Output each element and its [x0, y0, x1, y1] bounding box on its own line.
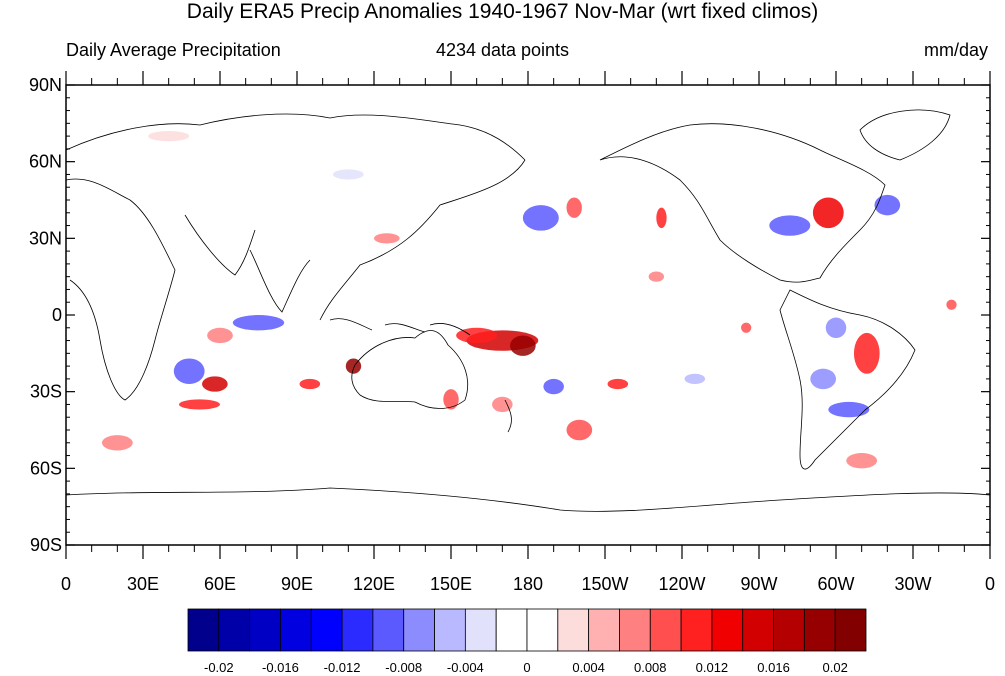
lon-tick-label: 0 [61, 574, 71, 594]
colorbar-label: -0.004 [447, 660, 484, 675]
anomaly-region [207, 327, 233, 344]
colorbar-label: 0.016 [757, 660, 790, 675]
colorbar-box [280, 608, 312, 652]
anomaly-region [522, 205, 559, 231]
lon-tick-label: 180 [513, 574, 543, 594]
data-points-label: 4234 data points [435, 40, 570, 60]
colorbar-box [773, 608, 805, 652]
anomaly-region [332, 169, 364, 180]
colorbar-label: -0.008 [385, 660, 422, 675]
anomaly-region [946, 299, 957, 310]
lat-tick-label: 60N [29, 152, 62, 172]
colorbar-box [464, 608, 497, 652]
axis-labels: 90N 60N 30N 0 30S 60S 90S 0 30E 60E 90E 120E 150E 180… [29, 75, 995, 594]
lon-tick-label: 60E [204, 574, 236, 594]
anomaly-region [202, 376, 228, 392]
colorbar-label: 0 [523, 660, 530, 675]
colorbar-box [495, 608, 528, 652]
colorbar: -0.02 -0.016 -0.012 -0.008 -0.004 0 0.004 0.008… [187, 608, 867, 675]
lat-tick-label: 60S [30, 458, 62, 478]
colorbar-label: -0.012 [324, 660, 361, 675]
lon-tick-label: 120W [658, 574, 705, 594]
colorbar-label: 0.012 [696, 660, 729, 675]
anomaly-region [443, 389, 459, 410]
colorbar-box [619, 608, 651, 652]
anomaly-region [566, 419, 593, 441]
colorbar-box [588, 608, 620, 652]
anomaly-region [810, 368, 837, 390]
anomaly-region [374, 233, 400, 244]
colorbar-label: -0.016 [262, 660, 299, 675]
anomaly-region [874, 194, 901, 216]
lon-tick-label: 30E [127, 574, 159, 594]
anomaly-region [812, 197, 844, 229]
anomaly-region [656, 207, 667, 229]
colorbar-label: 0.004 [572, 660, 605, 675]
lon-tick-label: 90E [281, 574, 313, 594]
anomaly-region [492, 396, 513, 413]
colorbar-box [310, 608, 343, 652]
colorbar-box [341, 608, 374, 652]
lon-tick-label: 120E [353, 574, 395, 594]
colorbar-box [834, 608, 867, 652]
anomaly-region [741, 322, 752, 333]
lon-tick-label: 0 [985, 574, 995, 594]
lon-tick-label: 150W [581, 574, 628, 594]
anomaly-region [178, 399, 220, 410]
anomaly-region [684, 373, 706, 384]
lat-tick-label: 30N [29, 228, 62, 248]
coastlines [65, 109, 991, 512]
anomaly-region [543, 378, 564, 395]
anomaly-region [846, 453, 878, 469]
colorbar-box [249, 608, 281, 652]
lat-tick-label: 30S [30, 382, 62, 402]
colorbar-label: 0.008 [634, 660, 667, 675]
colorbar-box [649, 608, 682, 652]
colorbar-box [434, 608, 466, 652]
colorbar-label: -0.02 [204, 660, 234, 675]
plot-border [65, 84, 991, 546]
anomaly-region [299, 378, 321, 390]
anomaly-region [148, 131, 190, 142]
anomaly-region [825, 317, 847, 338]
lat-tick-label: 90N [29, 75, 62, 95]
lon-tick-label: 90W [740, 574, 777, 594]
anomaly-region [769, 215, 811, 236]
colorbar-box [218, 608, 251, 652]
anomaly-region [232, 315, 285, 331]
colorbar-box [526, 608, 559, 652]
lat-tick-label: 0 [52, 305, 62, 325]
lon-tick-label: 30W [894, 574, 931, 594]
anomaly-region [648, 271, 665, 282]
map-frame [65, 84, 991, 546]
colorbar-box [711, 608, 744, 652]
colorbar-label: 0.02 [823, 660, 848, 675]
anomaly-region [828, 401, 870, 418]
anomaly-region [510, 335, 536, 356]
units-label: mm/day [923, 40, 988, 60]
anomaly-region [456, 327, 498, 344]
colorbar-box [680, 608, 713, 652]
colorbar-box [403, 608, 435, 652]
anomaly-region [101, 435, 133, 451]
anomaly-layer [101, 131, 957, 469]
map-title: Daily ERA5 Precip Anomalies 1940-1967 No… [186, 0, 819, 23]
lon-tick-label: 150E [430, 574, 472, 594]
lon-tick-label: 60W [817, 574, 854, 594]
anomaly-region [607, 378, 629, 390]
colorbar-box [187, 608, 220, 652]
anomaly-region [173, 358, 205, 384]
anomaly-region [566, 197, 582, 218]
lat-tick-label: 90S [30, 535, 62, 555]
colorbar-box [803, 608, 836, 652]
anomaly-region [853, 332, 880, 374]
colorbar-box [557, 608, 590, 652]
colorbar-box [742, 608, 774, 652]
colorbar-box [372, 608, 405, 652]
axis-ticks [65, 71, 991, 559]
variable-label: Daily Average Precipitation [66, 40, 281, 60]
